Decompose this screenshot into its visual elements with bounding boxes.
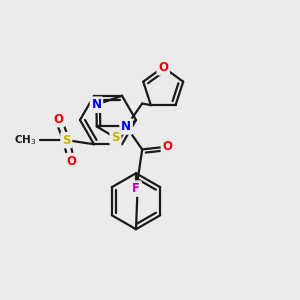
Text: CH$_3$: CH$_3$ bbox=[14, 133, 37, 147]
Text: N: N bbox=[121, 120, 131, 133]
Text: O: O bbox=[158, 61, 168, 74]
Text: O: O bbox=[53, 112, 63, 126]
Text: O: O bbox=[162, 140, 172, 153]
Text: S: S bbox=[62, 134, 70, 147]
Text: O: O bbox=[66, 154, 76, 168]
Text: S: S bbox=[111, 131, 120, 144]
Text: N: N bbox=[92, 98, 101, 111]
Text: F: F bbox=[132, 182, 140, 195]
